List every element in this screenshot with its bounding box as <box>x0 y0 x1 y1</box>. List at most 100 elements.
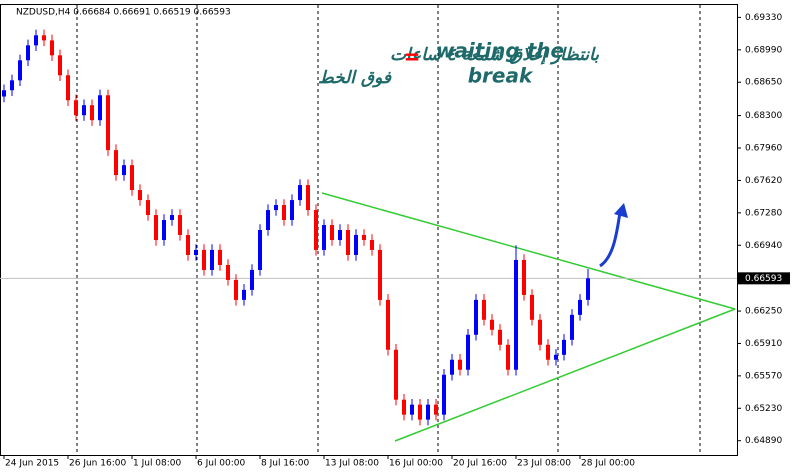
candle-body <box>418 404 422 420</box>
candle-body <box>42 35 46 41</box>
trendline-upper <box>321 192 736 310</box>
arrow-head <box>614 203 628 218</box>
candle-body <box>274 205 278 211</box>
x-tick-label: 8 Jul 16:00 <box>261 459 310 469</box>
triangle-pattern <box>321 192 736 442</box>
candle-body <box>258 230 262 270</box>
annotation: = <box>404 45 421 69</box>
x-tick-label: 16 Jul 00:00 <box>389 459 443 469</box>
x-tick-label: 23 Jul 08:00 <box>517 459 571 469</box>
candle-body <box>82 105 86 116</box>
candle-body <box>242 289 246 300</box>
candle-body <box>410 404 414 415</box>
y-tick-label: 0.65570 <box>745 371 782 381</box>
candle-body <box>50 40 54 56</box>
candle-body <box>194 249 198 255</box>
x-tick-label: 24 Jun 2015 <box>5 459 59 469</box>
candle-body <box>442 374 446 415</box>
candle-body <box>146 200 150 216</box>
annotation: بانتظار إغلاق شمعة ٤ ساعات <box>390 45 599 65</box>
chart-title: NZDUSD,H4 0.66684 0.66691 0.66519 0.6659… <box>16 8 231 18</box>
candle-body <box>490 319 494 330</box>
candle-body <box>170 215 174 220</box>
x-tick-label: 28 Jul 00:00 <box>581 459 635 469</box>
candle-body <box>562 339 566 355</box>
candle-body <box>362 234 366 241</box>
annotation: فوق الخط <box>318 68 392 88</box>
annotation: break <box>468 64 534 88</box>
candle-body <box>162 219 166 241</box>
candle-body <box>66 75 70 101</box>
candle-body <box>530 294 534 320</box>
candle-body <box>138 190 142 201</box>
candle-body <box>210 249 214 270</box>
trendline-lower <box>394 308 736 442</box>
x-tick-label: 6 Jul 00:00 <box>197 459 246 469</box>
candle-body <box>474 299 478 335</box>
y-tick-label: 0.69330 <box>745 13 782 23</box>
candle-body <box>250 269 254 290</box>
candle-body <box>378 249 382 300</box>
candle-body <box>426 404 430 420</box>
candle-body <box>538 319 542 345</box>
candle-body <box>186 234 190 255</box>
candle-body <box>514 259 518 370</box>
candle-body <box>578 299 582 315</box>
x-tick-label: 26 Jun 16:00 <box>69 459 126 469</box>
y-tick-label: 0.67620 <box>745 176 782 186</box>
x-tick-label: 20 Jul 16:00 <box>453 459 507 469</box>
annotation: waiting the <box>436 39 564 63</box>
y-tick-label: 0.65230 <box>745 404 782 414</box>
candle-body <box>2 90 6 97</box>
candle-body <box>570 314 574 340</box>
candle-body <box>330 225 334 241</box>
candle-body <box>314 210 318 250</box>
y-tick-label: 0.66940 <box>745 241 782 251</box>
candle-body <box>306 185 310 211</box>
candle-body <box>402 399 406 415</box>
current-price-label: 0.66593 <box>745 274 782 284</box>
candles <box>2 29 590 426</box>
plot-frame <box>0 4 738 456</box>
candle-body <box>450 359 454 375</box>
candle-body <box>298 185 302 201</box>
x-tick-label: 1 Jul 08:00 <box>133 459 182 469</box>
candle-body <box>58 55 62 76</box>
candle-body <box>338 230 342 241</box>
candle-body <box>466 334 470 370</box>
candle-body <box>482 299 486 320</box>
candle-body <box>554 354 558 360</box>
candle-body <box>178 215 182 235</box>
candle-body <box>106 95 110 151</box>
y-tick-label: 0.65910 <box>745 339 782 349</box>
candle-body <box>346 230 350 255</box>
current-price-box <box>738 272 790 285</box>
candle-body <box>130 165 134 191</box>
candle-body <box>506 344 510 370</box>
candle-body <box>546 344 550 360</box>
candle-body <box>354 234 358 255</box>
candle-body <box>434 404 438 415</box>
candle-body <box>122 165 126 176</box>
candle-body <box>266 210 270 230</box>
y-tick-label: 0.67960 <box>745 144 782 154</box>
x-tick-label: 13 Jul 08:00 <box>325 459 379 469</box>
candle-body <box>114 150 118 176</box>
candle-body <box>154 215 158 241</box>
candle-body <box>74 100 78 116</box>
candle-body <box>218 249 222 265</box>
candle-body <box>18 60 22 81</box>
y-tick-label: 0.64890 <box>745 436 782 446</box>
candle-body <box>90 105 94 121</box>
y-tick-label: 0.66250 <box>745 307 782 317</box>
candle-body <box>202 249 206 270</box>
candle-body <box>458 359 462 370</box>
arrow-shaft <box>599 211 622 268</box>
y-tick-label: 0.67280 <box>745 208 782 218</box>
candle-body <box>322 225 326 250</box>
candle-body <box>34 35 38 46</box>
candle-body <box>290 200 294 220</box>
candle-body <box>98 95 102 121</box>
candle-body <box>234 279 238 300</box>
